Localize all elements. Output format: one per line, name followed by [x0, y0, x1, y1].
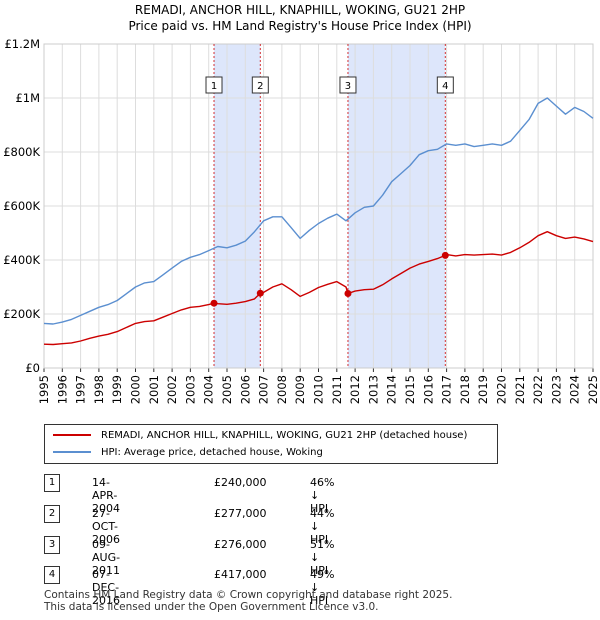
- footer-line1: Contains HM Land Registry data © Crown c…: [44, 589, 453, 601]
- sale-number-label: 2: [257, 81, 263, 92]
- x-tick-label: 2002: [165, 375, 179, 404]
- x-tick-label: 2015: [403, 375, 417, 404]
- plot-border: [43, 43, 594, 369]
- price-chart: £0 £200K £400K £600K £800K £1M £1.2M 1995 1996 19…: [3, 37, 600, 404]
- x-tick-label: 2009: [293, 375, 307, 404]
- x-tick-label: 2004: [202, 375, 216, 404]
- sale-number-badge: 1: [44, 474, 60, 492]
- x-tick-label: 2024: [568, 375, 582, 404]
- x-tick-label: 2012: [348, 375, 362, 404]
- x-tick-label: 2020: [495, 375, 509, 404]
- chart-title-line1: REMADI, ANCHOR HILL, KNAPHILL, WOKING, G…: [134, 3, 466, 17]
- x-tick-label: 1997: [74, 375, 88, 404]
- x-tick-label: 2016: [421, 375, 435, 404]
- sale-number-badge: 2: [44, 505, 60, 523]
- legend-blue-label: HPI: Average price, detached house, Woki…: [101, 446, 323, 458]
- sale-number-label: 3: [345, 81, 351, 92]
- sale-point: [256, 289, 264, 297]
- y-tick-label: £800K: [3, 145, 40, 159]
- sale-number-box: [339, 76, 357, 94]
- hpi-series-line: [43, 97, 594, 325]
- y-tick-label: £600K: [3, 199, 40, 213]
- x-tick-label: 1995: [37, 375, 51, 404]
- sale-date: 07-DEC-2016: [92, 568, 120, 607]
- sale-number-box: [436, 76, 454, 94]
- x-tick-label: 2006: [238, 375, 252, 404]
- sale-date: 27-OCT-2006: [92, 507, 120, 546]
- sale-price: £276,000: [214, 538, 267, 551]
- x-tick-label: 2023: [549, 375, 563, 404]
- x-tick-label: 2008: [275, 375, 289, 404]
- sale-number-badge: 3: [44, 536, 60, 554]
- sale-number-badge: 4: [44, 566, 60, 584]
- sale-number-box: [205, 76, 223, 94]
- legend-red-label: REMADI, ANCHOR HILL, KNAPHILL, WOKING, G…: [101, 429, 468, 441]
- legend-blue-line: [53, 451, 91, 453]
- x-tick-label: 2017: [440, 375, 454, 404]
- x-tick-label: 2019: [476, 375, 490, 404]
- legend-red-line: [53, 434, 91, 436]
- x-tick-label: 2011: [330, 375, 344, 404]
- y-tick-label: £0: [25, 361, 40, 375]
- y-tick-label: £200K: [3, 307, 40, 321]
- sale-hpi-diff: 51% ↓ HPI: [310, 538, 335, 577]
- sale-date: 09-AUG-2011: [92, 538, 121, 577]
- property-series-line: [43, 230, 594, 346]
- x-tick-label: 2014: [385, 375, 399, 404]
- sale-hpi-diff: 46% ↓ HPI: [310, 476, 335, 515]
- x-tick-label: 2018: [458, 375, 472, 404]
- x-tick-label: 2025: [586, 375, 600, 404]
- sale-date: 14-APR-2004: [92, 476, 120, 515]
- sale-point: [344, 289, 352, 297]
- x-tick-label: 1999: [110, 375, 124, 404]
- sale-hpi-diff: 49% ↓ HPI: [310, 568, 335, 607]
- x-tick-label: 2021: [513, 375, 527, 404]
- x-tick-label: 1998: [92, 375, 106, 404]
- sale-number-box: [251, 76, 269, 94]
- x-tick-label: 2000: [129, 375, 143, 404]
- footer-line2: This data is licensed under the Open Gov…: [44, 601, 379, 613]
- x-tick-label: 2010: [312, 375, 326, 404]
- y-tick-label: £400K: [3, 253, 40, 267]
- sale-number-label: 1: [211, 81, 217, 92]
- x-tick-label: 2013: [366, 375, 380, 404]
- sale-price: £277,000: [214, 507, 267, 520]
- x-tick-label: 2022: [531, 375, 545, 404]
- y-tick-label: £1M: [15, 91, 40, 105]
- x-tick-label: 2003: [183, 375, 197, 404]
- sale-point: [210, 299, 218, 307]
- sale-number-label: 4: [442, 81, 448, 92]
- sale-price: £417,000: [214, 568, 267, 581]
- legend-item-hpi: HPI: Average price, detached house, Woki…: [53, 444, 323, 460]
- legend-item-property: REMADI, ANCHOR HILL, KNAPHILL, WOKING, G…: [53, 427, 467, 443]
- chart-legend: REMADI, ANCHOR HILL, KNAPHILL, WOKING, G…: [44, 424, 498, 464]
- y-tick-label: £1.2M: [4, 37, 40, 51]
- x-tick-label: 2007: [257, 375, 271, 404]
- chart-title-line2: Price paid vs. HM Land Registry's House …: [128, 19, 472, 33]
- sale-point: [441, 251, 449, 259]
- sale-hpi-diff: 44% ↓ HPI: [310, 507, 335, 546]
- sale-price: £240,000: [214, 476, 267, 489]
- x-tick-label: 2005: [220, 375, 234, 404]
- footer-attribution: Contains HM Land Registry data © Crown c…: [44, 589, 452, 613]
- x-tick-label: 1996: [55, 375, 69, 404]
- x-tick-label: 2001: [147, 375, 161, 404]
